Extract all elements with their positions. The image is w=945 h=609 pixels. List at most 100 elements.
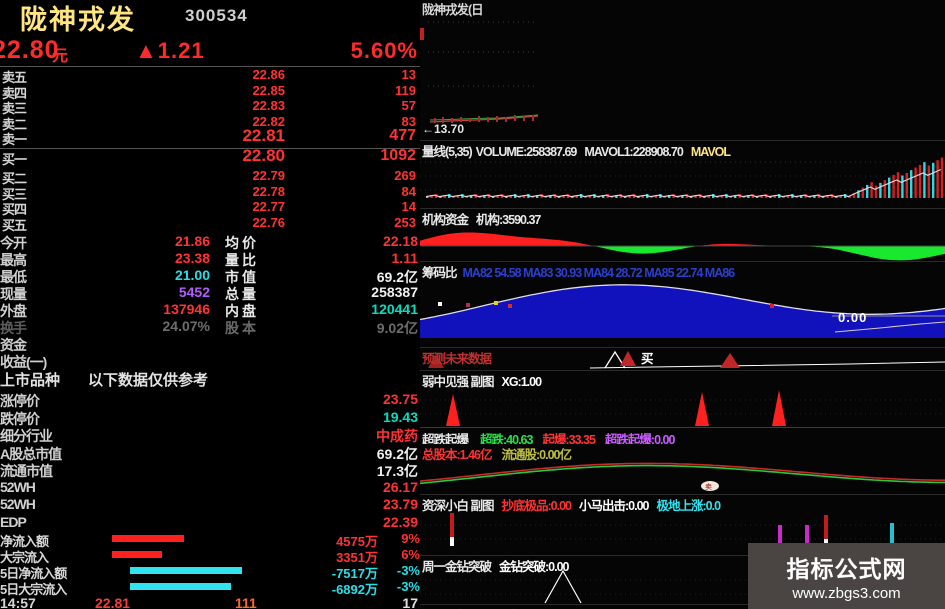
pane-volume[interactable]: 量线(5,35) VOLUME:258387.69 MAVOL1:228908.70… bbox=[420, 140, 945, 208]
quote-panel: 陇神戎发 300534 22.80 元 ▲1.21 5.60% 卖五 22.86 1… bbox=[0, 0, 420, 609]
info-label: 细分行业 bbox=[0, 428, 53, 444]
level-volume: 253 bbox=[394, 214, 416, 230]
weak-strong-canvas bbox=[420, 386, 945, 427]
flow-bar bbox=[130, 583, 231, 590]
watermark-url: www.zbgs3.com bbox=[792, 585, 901, 602]
chip-ratio-value: 0.00 bbox=[838, 310, 868, 325]
watermark: 指标公式网 www.zbgs3.com bbox=[748, 543, 945, 609]
pane-future-data[interactable]: 预测未来数据 买 bbox=[420, 347, 945, 370]
extra-label: 收益(一) bbox=[0, 354, 47, 370]
ask-level-3[interactable]: 卖三 22.83 57 bbox=[0, 98, 420, 116]
level-label: 卖一 bbox=[2, 132, 27, 147]
stat-row: 换手 24.07% 股本 9.02亿 bbox=[0, 318, 420, 336]
label-part-0: 超跌起爆 bbox=[422, 433, 469, 444]
info-row: 52WH 26.17 bbox=[0, 479, 420, 497]
ask-level-4[interactable]: 卖四 22.85 119 bbox=[0, 82, 420, 101]
level-label: 卖二 bbox=[2, 116, 27, 132]
info-row: 涨停价 23.75 bbox=[0, 391, 420, 409]
tick-num: 17 bbox=[402, 595, 418, 609]
info-label: 52WH bbox=[0, 496, 36, 512]
info-row: 跌停价 19.43 bbox=[0, 409, 420, 427]
bid-levels: 买一 22.80 1092 买二 22.79 269 买三 22.78 84 买四 22.77 14 买… bbox=[0, 146, 420, 233]
label-part-1: 机构:3590.37 bbox=[476, 213, 541, 227]
stat-label-left: 最低 bbox=[0, 269, 27, 285]
pane-tianshi[interactable]: 天石永红天石永红:0.00 bbox=[420, 604, 945, 609]
stat-label-right: 内盘 bbox=[225, 303, 259, 319]
info-label: 52WH bbox=[0, 478, 36, 495]
pane-senior-novice[interactable]: 资深小白 副图 抄底极品:0.00 小马出击:0.00 极地上涨:0.0 bbox=[420, 494, 945, 555]
stat-label-left: 外盘 bbox=[0, 303, 27, 319]
ask-level-1[interactable]: 卖一 22.81 477 bbox=[0, 126, 420, 148]
label-part-1: 金钻突破:0.00 bbox=[499, 560, 569, 574]
tick-qty: 111 bbox=[235, 595, 257, 609]
info-value: 22.39 bbox=[382, 513, 418, 530]
bid-level-1[interactable]: 买一 22.80 1092 bbox=[0, 146, 420, 168]
candlestick-canvas bbox=[420, 0, 945, 140]
bid-level-2[interactable]: 买二 22.79 269 bbox=[0, 168, 420, 186]
svg-text:卖: 卖 bbox=[705, 483, 712, 491]
label-part-0: 量线(5,35) bbox=[422, 145, 473, 159]
stock-code: 300534 bbox=[185, 6, 248, 25]
pane-weak-strong[interactable]: 弱中见强 副图 XG:1.00 bbox=[420, 370, 945, 427]
level-label: 买一 bbox=[2, 152, 27, 167]
label-part-1: 抄底极品:0.00 bbox=[501, 499, 571, 513]
stat-value-right: 120441 bbox=[371, 301, 418, 317]
label-part-0: 周一金钻突破 bbox=[422, 560, 492, 574]
extra-label: 资金 bbox=[0, 337, 27, 353]
stat-value-left: 21.86 bbox=[174, 233, 210, 249]
bid-level-3[interactable]: 买三 22.78 84 bbox=[0, 183, 420, 202]
pane-chip-ratio[interactable]: 筹码比 MA82 54.58 MA83 30.93 MA84 28.72 MA85… bbox=[420, 261, 945, 347]
watermark-title: 指标公式网 bbox=[786, 556, 907, 582]
flow-bar bbox=[112, 551, 162, 558]
pane-volume-label: 量线(5,35) VOLUME:258387.69 MAVOL1:228908.70… bbox=[422, 141, 731, 160]
flow-label: 5日大宗流入 bbox=[0, 582, 67, 597]
stat-value-right: 22.18 bbox=[382, 233, 418, 249]
pane-institutional-label: 机构资金 机构:3590.37 bbox=[422, 209, 541, 228]
bid-level-5[interactable]: 买五 22.76 253 bbox=[0, 214, 420, 233]
bid-level-4[interactable]: 买四 22.77 14 bbox=[0, 199, 420, 217]
stat-label-right: 量比 bbox=[225, 252, 259, 268]
stat-value-right: 258387 bbox=[371, 284, 418, 300]
level-price: 22.81 bbox=[242, 126, 285, 145]
label-part-0: 筹码比 bbox=[422, 266, 458, 280]
gold-breakout-canvas bbox=[420, 570, 945, 604]
info-row: 流通市值 17.3亿 bbox=[0, 461, 420, 479]
ask-level-2[interactable]: 卖二 22.82 83 bbox=[0, 114, 420, 132]
pane-total-capital[interactable]: 总股本:1.46亿 流通股:0.00亿 卖 bbox=[420, 444, 945, 494]
stat-label-left: 换手 bbox=[0, 320, 27, 336]
info-label: A股总市值 bbox=[0, 445, 62, 462]
price-unit: 元 bbox=[52, 48, 69, 65]
pane-gold-breakout[interactable]: 周一金钻突破 金钻突破:0.00 bbox=[420, 555, 945, 604]
money-flow-row: 净流入额 4575万 9% bbox=[0, 531, 420, 549]
pane-institutional[interactable]: 机构资金 机构:3590.37 bbox=[420, 208, 945, 261]
level-volume: 14 bbox=[401, 199, 416, 214]
pane-weak-strong-label: 弱中见强 副图 XG:1.00 bbox=[422, 371, 542, 390]
label-part-0: 弱中见强 副图 bbox=[422, 375, 494, 389]
level-price: 22.78 bbox=[252, 183, 285, 199]
money-flow-row: 5日净流入额 -7517万 -3% bbox=[0, 563, 420, 581]
info-value: 23.79 bbox=[382, 496, 418, 512]
stats-table: 今开 21.86 均价 22.18 最高 23.38 量比 1.11 最低 21.00 市值 69.2… bbox=[0, 233, 420, 336]
stat-label-right: 市值 bbox=[225, 269, 259, 285]
stat-label-left: 最高 bbox=[0, 252, 27, 268]
pane-senior-novice-label: 资深小白 副图 抄底极品:0.00 小马出击:0.00 极地上涨:0.0 bbox=[422, 495, 721, 514]
level-label: 买五 bbox=[2, 217, 27, 233]
total-capital-canvas: 卖 bbox=[420, 450, 945, 494]
level-volume: 119 bbox=[395, 82, 416, 98]
info-label: 跌停价 bbox=[0, 410, 40, 427]
level-price: 22.76 bbox=[252, 214, 285, 230]
stat-value-left: 21.00 bbox=[174, 267, 210, 283]
ask-level-5[interactable]: 卖五 22.86 13 bbox=[0, 67, 420, 85]
label-part-0: 总股本:1.46亿 bbox=[422, 448, 492, 462]
level-volume: 84 bbox=[401, 183, 416, 199]
pane-candlestick[interactable]: 陇神戎发(日 bbox=[420, 0, 945, 140]
pane-oversold-burst[interactable]: 超跌起爆 超跌:40.63 起爆:33.35 超跌起爆:0.00 bbox=[420, 427, 945, 444]
level-volume: 13 bbox=[401, 67, 416, 82]
tick-row: 14:57 22.81 111 17 bbox=[0, 595, 420, 609]
divider-mid bbox=[0, 148, 420, 149]
extra-rows: 资金 收益(一) bbox=[0, 335, 420, 370]
level-price: 22.83 bbox=[252, 98, 285, 113]
level-volume: 477 bbox=[389, 127, 416, 144]
stat-value-left: 137946 bbox=[163, 301, 210, 317]
